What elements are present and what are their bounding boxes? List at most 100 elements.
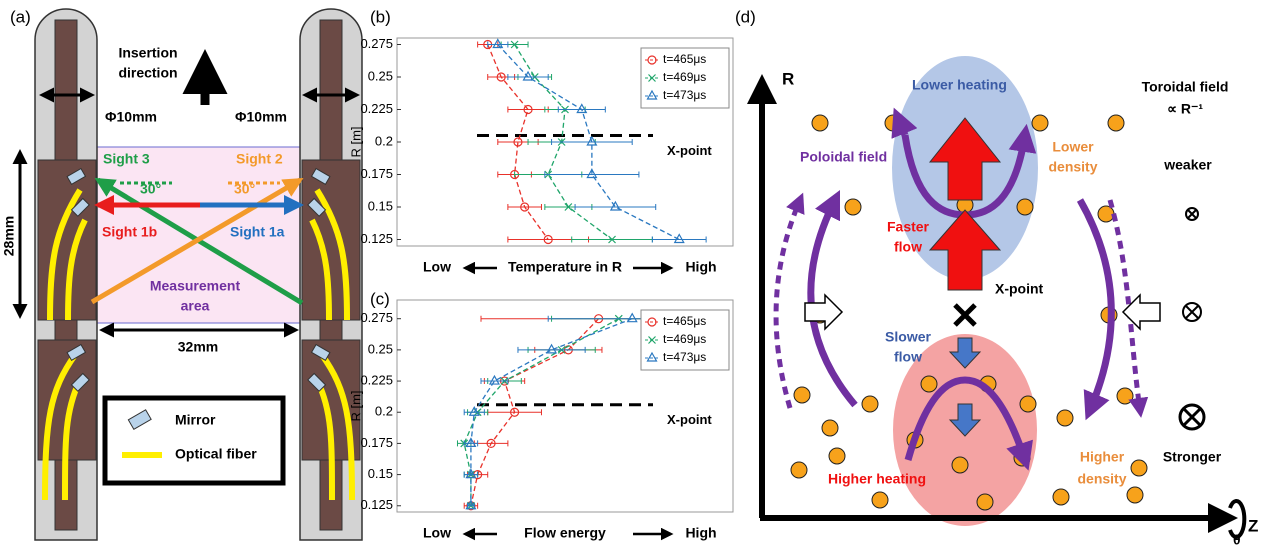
panel-label: (a): [10, 7, 31, 26]
label: Sight 1a: [230, 224, 285, 240]
label: Sight 1b: [102, 224, 157, 240]
y-tick-label: 0.125: [360, 231, 393, 246]
y-tick-label: 0.25: [368, 341, 393, 356]
y-tick-label: 0.2: [375, 133, 393, 148]
label: 30°: [234, 181, 255, 197]
y-tick-label: 0.15: [368, 466, 393, 481]
error-bar: [480, 378, 509, 385]
point: [522, 70, 534, 81]
error-bar: [551, 139, 633, 145]
label: 32mm: [178, 339, 218, 355]
point: [586, 168, 598, 179]
charts: (b) 0.125 0.15 0.175 0.2 0.225 0.25 0.275 R [m] L…: [348, 7, 734, 541]
sight2-line: [90, 177, 304, 305]
particle: [1019, 395, 1037, 413]
error-bar: [463, 409, 485, 416]
theta-arrow: [1228, 499, 1247, 539]
particle: [1052, 488, 1070, 506]
point: [496, 72, 506, 82]
particle: [951, 456, 969, 474]
error-bar: [574, 204, 657, 210]
point: [513, 137, 523, 147]
y-tick-label: 0.275: [360, 310, 393, 325]
particle: [811, 114, 829, 132]
y-tick-label: 0.175: [360, 435, 393, 450]
legend-label: t=465μs: [663, 314, 706, 328]
legend-marker: [646, 89, 658, 100]
legend-box: [102, 395, 286, 486]
flow-arrows: [928, 117, 1002, 291]
label: Lower heating: [912, 77, 1007, 93]
x-axis-label: Temperature in R: [508, 259, 622, 275]
x-axis-label: Low: [423, 525, 451, 541]
field-arrow: [1121, 293, 1161, 331]
point: [564, 203, 573, 211]
label: Higher: [1080, 449, 1125, 465]
y-tick-label: 0.2: [375, 404, 393, 419]
legend-label: t=469μs: [663, 70, 706, 84]
point: [486, 438, 496, 449]
point: [465, 499, 477, 510]
label: Measurement: [150, 278, 241, 294]
label: Stronger: [1163, 449, 1222, 465]
label: Slower: [885, 329, 931, 345]
y-axis-label: R [m]: [348, 126, 363, 157]
particle: [844, 198, 862, 216]
particle: [790, 461, 808, 479]
particle: [1097, 205, 1115, 223]
particle: [976, 493, 994, 511]
y-axis-label: R [m]: [348, 390, 363, 421]
label: Sight 3: [103, 151, 150, 167]
x-axis-label: High: [685, 259, 716, 275]
label: Faster: [887, 219, 930, 235]
legend-marker: [647, 317, 657, 327]
legend-mirror: [127, 409, 152, 431]
particle: [1126, 486, 1144, 504]
measurement-area: [96, 146, 301, 324]
label: Toroidal field: [1142, 79, 1229, 95]
point: [673, 233, 685, 244]
label: Z: [1248, 516, 1258, 535]
legend-marker: [647, 55, 657, 65]
point: [465, 437, 477, 448]
legend-label: t=473μs: [663, 350, 706, 364]
point: [609, 200, 621, 211]
label: direction: [118, 65, 177, 81]
error-bar: [557, 106, 606, 113]
panel-d: (d) R Z θ Lower heating Toroidal field ∝…: [735, 7, 1258, 547]
label: 28mm: [1, 216, 17, 256]
particle: [1116, 387, 1134, 405]
error-bar: [507, 74, 549, 80]
label: density: [1077, 471, 1126, 487]
label: flow: [894, 349, 922, 365]
legend-marker: [646, 351, 658, 362]
point: [488, 374, 500, 385]
label: 30°: [140, 181, 161, 197]
label: Φ10mm: [235, 109, 287, 125]
point: [576, 103, 588, 114]
point: [586, 135, 598, 146]
label: R: [782, 69, 794, 88]
flow-arrows: [948, 337, 982, 437]
legend-label: t=469μs: [663, 332, 706, 346]
particle: [920, 375, 938, 393]
label: density: [1048, 159, 1097, 175]
label: Poloidal field: [800, 149, 887, 165]
error-bar: [487, 41, 509, 48]
label: weaker: [1163, 157, 1212, 173]
point: [520, 202, 530, 212]
legend-marker: [648, 74, 656, 82]
fibers: [42, 188, 355, 501]
label: Φ10mm: [105, 109, 157, 125]
label: flow: [894, 239, 922, 255]
x-axis-label: High: [685, 525, 716, 541]
point: [626, 312, 638, 323]
legend-label: t=465μs: [663, 52, 706, 66]
panel-a: (a) Insertion direction Φ10mm Φ10mm Sigh…: [1, 7, 363, 541]
label: ∝ R⁻¹: [1167, 101, 1203, 117]
y-tick-label: 0.225: [360, 372, 393, 387]
particle: [793, 386, 811, 404]
label: X-point: [995, 281, 1044, 297]
point: [546, 343, 558, 354]
